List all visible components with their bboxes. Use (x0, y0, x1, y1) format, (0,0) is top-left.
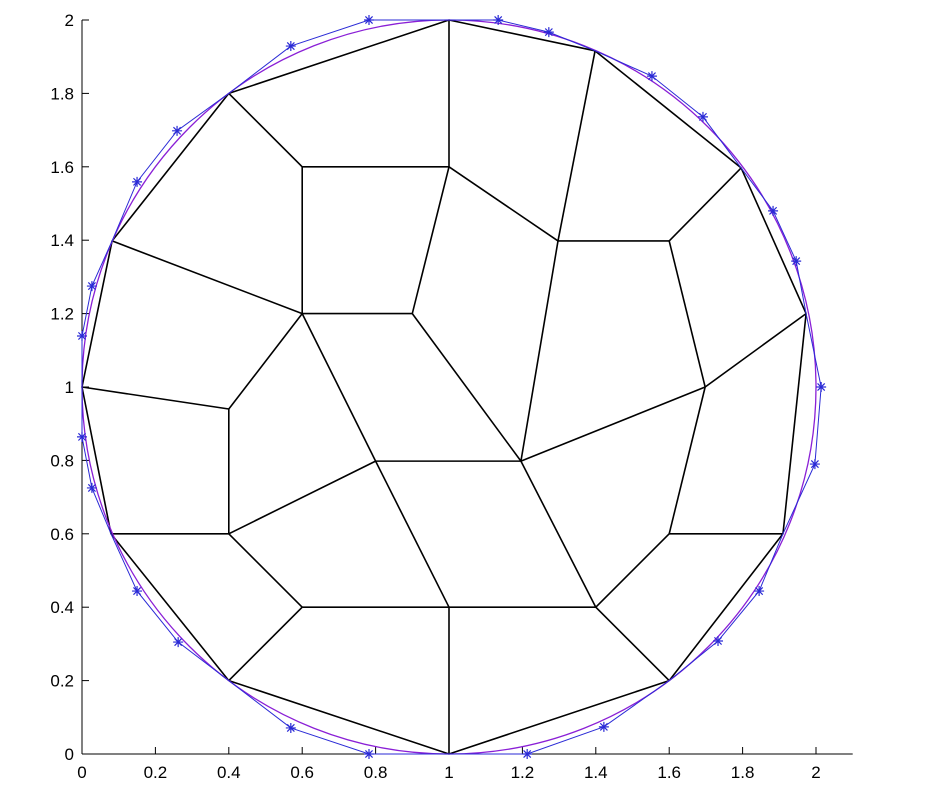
mesh-edge (81, 386, 112, 534)
star-marker (816, 382, 827, 392)
x-tick-label: 1.6 (657, 763, 681, 782)
star-marker (86, 482, 97, 493)
y-tick-label: 0.2 (50, 672, 74, 691)
mesh-edge (110, 533, 230, 682)
mesh-edge (448, 19, 596, 52)
control-polygon (81, 19, 822, 755)
mesh-edge (782, 313, 807, 534)
mesh-edge (411, 166, 450, 314)
y-tick-label: 1.4 (50, 231, 74, 250)
star-marker (768, 205, 779, 216)
mesh-edge (595, 533, 670, 608)
mesh-edge (557, 50, 596, 242)
y-tick-label: 0.6 (50, 525, 74, 544)
star-marker (285, 722, 296, 733)
mesh-edge (228, 19, 450, 95)
mesh-edge (594, 50, 742, 169)
y-tick-label: 1.8 (50, 84, 74, 103)
y-tick-label: 2 (65, 11, 74, 30)
mesh-edge (374, 460, 450, 608)
mesh-edge (228, 606, 303, 682)
star-marker (363, 15, 374, 25)
mesh-edge (595, 606, 670, 682)
y-tick-label: 1 (65, 378, 74, 397)
y-tick-label: 1.6 (50, 158, 74, 177)
mesh-edge (228, 460, 376, 535)
mesh-edge (668, 240, 706, 388)
x-tick-label: 1.8 (731, 763, 755, 782)
y-tick-label: 0.4 (50, 598, 74, 617)
star-marker (543, 27, 554, 38)
star-marker (132, 586, 143, 597)
y-tick-label: 0.8 (50, 451, 74, 470)
x-tick-label: 1.4 (584, 763, 608, 782)
mesh-edge (411, 313, 522, 462)
star-marker (86, 281, 97, 292)
mesh-edge (668, 167, 742, 242)
x-tick-label: 0.2 (144, 763, 168, 782)
star-marker (754, 586, 765, 597)
mesh-edge (228, 92, 303, 168)
mesh-edge (520, 460, 597, 608)
mesh-edge (228, 533, 303, 608)
y-tick-label: 0 (65, 745, 74, 764)
y-tick-label: 1.2 (50, 305, 74, 324)
star-marker (713, 635, 724, 646)
star-marker (132, 176, 143, 187)
star-marker (791, 256, 802, 267)
mesh-edge (111, 240, 303, 315)
mesh-edge (301, 313, 377, 462)
x-tick-label: 2 (811, 763, 820, 782)
mesh-edge (228, 313, 303, 410)
mesh-edge (448, 166, 559, 242)
mesh-edge (448, 679, 670, 755)
mesh-edge (668, 533, 784, 682)
mesh-edge (81, 386, 229, 410)
star-marker (522, 749, 533, 759)
star-marker (697, 111, 708, 122)
star-marker (809, 459, 820, 470)
mesh-edge (228, 679, 450, 755)
x-tick-label: 1 (444, 763, 453, 782)
star-marker (77, 330, 87, 341)
star-marker (77, 431, 87, 442)
x-tick-label: 0.8 (364, 763, 388, 782)
x-tick-label: 0.4 (217, 763, 241, 782)
mesh-edge (111, 92, 230, 242)
x-tick-label: 0.6 (290, 763, 314, 782)
star-marker (646, 71, 657, 82)
mesh-edge (668, 386, 706, 534)
x-tick-label: 1.2 (511, 763, 535, 782)
mesh-edge (81, 240, 113, 388)
star-marker (493, 15, 504, 25)
star-marker (173, 637, 184, 648)
mesh-edge (520, 386, 706, 462)
star-marker (172, 125, 183, 136)
mesh-edge (704, 312, 807, 388)
x-tick-label: 0 (77, 763, 86, 782)
mesh-edge (520, 240, 559, 462)
star-marker (598, 721, 609, 732)
star-marker (285, 41, 296, 52)
star-marker (363, 749, 374, 759)
mesh-edge (740, 167, 807, 314)
